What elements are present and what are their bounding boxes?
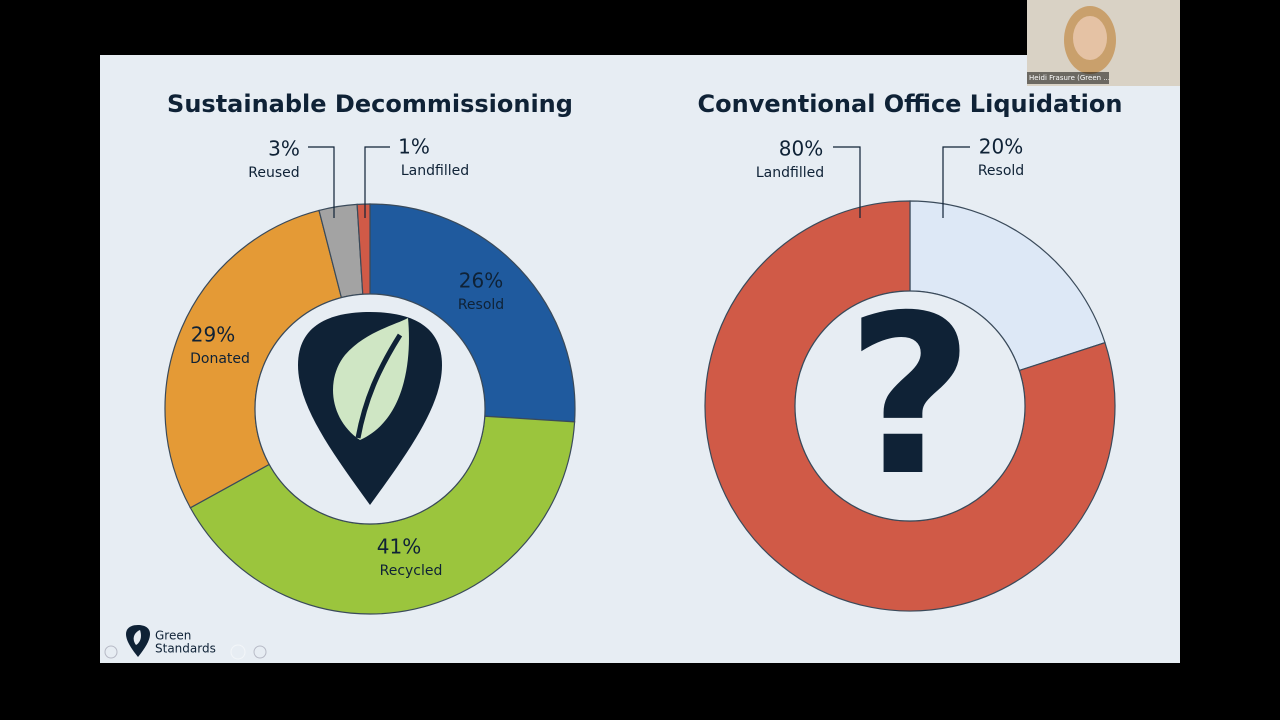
value-label: 80% bbox=[779, 137, 823, 161]
chart-title: Sustainable Decommissioning bbox=[167, 90, 573, 118]
leader-line bbox=[833, 146, 861, 218]
toolbar-button[interactable] bbox=[104, 645, 118, 659]
value-label: 3% bbox=[268, 137, 300, 161]
name-tag-bg bbox=[1027, 72, 1109, 84]
category-label: Donated bbox=[190, 351, 250, 367]
logo-text: Green bbox=[155, 629, 191, 643]
category-label: Landfilled bbox=[401, 163, 469, 179]
category-label: Landfilled bbox=[756, 165, 824, 181]
value-label: 29% bbox=[191, 323, 235, 347]
center-mark: ? bbox=[846, 268, 974, 524]
leader-line bbox=[364, 146, 390, 218]
category-label: Resold bbox=[978, 163, 1024, 179]
donut-hole bbox=[794, 290, 1026, 522]
leader-line bbox=[942, 146, 970, 218]
category-label: Reused bbox=[248, 165, 299, 181]
chart-title: Conventional Office Liquidation bbox=[698, 90, 1123, 118]
face bbox=[1073, 16, 1107, 60]
value-label: 41% bbox=[377, 535, 421, 559]
value-label: 20% bbox=[979, 135, 1023, 159]
toolbar-button[interactable] bbox=[230, 644, 246, 660]
logo-text: Standards bbox=[155, 642, 216, 656]
logo: Green Standards bbox=[126, 625, 216, 657]
category-label: Resold bbox=[458, 297, 504, 313]
leaf-pin-icon bbox=[298, 312, 442, 505]
toolbar[interactable] bbox=[104, 644, 267, 660]
value-label: 26% bbox=[459, 269, 503, 293]
category-label: Recycled bbox=[380, 563, 443, 579]
participant-name: Heidi Frasure (Green ... bbox=[1029, 74, 1110, 82]
value-label: 1% bbox=[398, 135, 430, 159]
leader-line bbox=[308, 146, 335, 218]
toolbar-button[interactable] bbox=[253, 645, 267, 659]
